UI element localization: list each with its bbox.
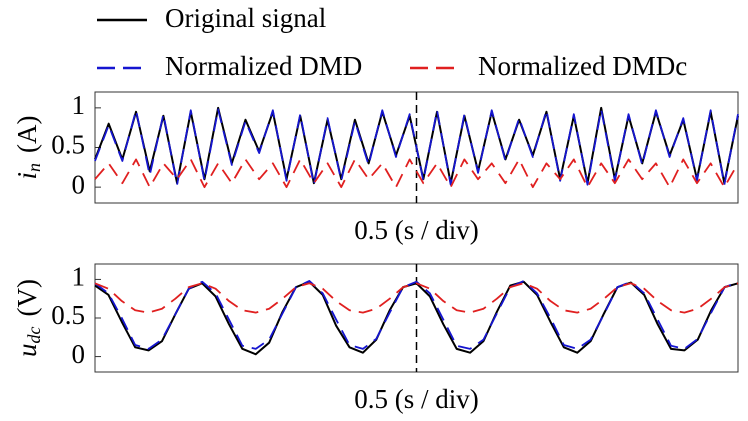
y-axis-label: in (A) (12, 116, 44, 180)
y-tick-label: 0 (72, 169, 86, 199)
y-label-subscript: dc (24, 326, 44, 343)
legend-label: Normalized DMDc (478, 51, 687, 81)
series-line (94, 158, 739, 189)
y-tick-label: 0 (72, 339, 86, 369)
y-label-unit: (A) (12, 116, 42, 153)
series-line (94, 282, 739, 314)
y-tick-label: 1 (72, 262, 86, 292)
series-line (94, 280, 739, 350)
y-label-symbol: i (12, 172, 42, 180)
series-line (94, 108, 739, 186)
y-label-unit: (V) (12, 279, 42, 316)
y-axis-label: udc (V) (12, 279, 44, 357)
x-axis-label: 0.5 (s / div) (354, 215, 479, 245)
y-tick-label: 0.5 (51, 130, 85, 160)
y-label-subscript: n (24, 163, 44, 172)
y-label-symbol: u (12, 343, 42, 357)
legend-label: Normalized DMD (165, 51, 362, 81)
y-tick-label: 1 (72, 90, 86, 120)
y-tick-label: 0.5 (51, 300, 85, 330)
legend-label: Original signal (165, 3, 326, 33)
x-axis-label: 0.5 (s / div) (354, 384, 479, 414)
